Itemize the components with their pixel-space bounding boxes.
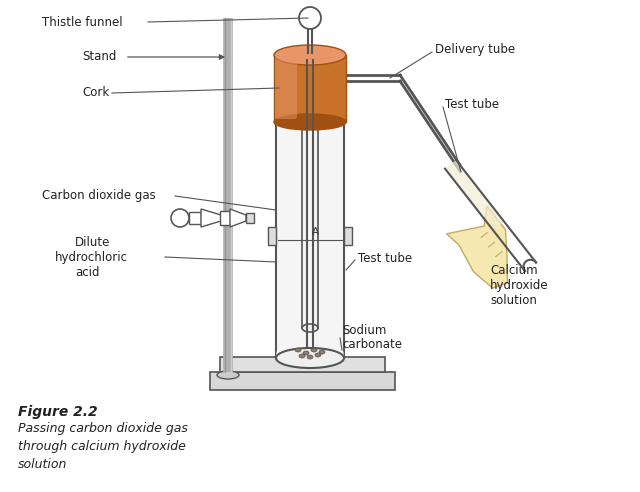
Text: through calcium hydroxide: through calcium hydroxide [18,440,186,453]
Text: Delivery tube: Delivery tube [435,43,515,57]
FancyBboxPatch shape [210,372,395,390]
Polygon shape [230,209,246,227]
FancyBboxPatch shape [268,227,276,245]
Text: Thistle funnel: Thistle funnel [42,16,123,29]
Text: hydroxide: hydroxide [490,278,548,291]
Circle shape [171,209,189,227]
Text: acid: acid [75,266,99,278]
Text: Sodium: Sodium [342,324,387,337]
FancyBboxPatch shape [274,55,346,122]
Text: hydrochloric: hydrochloric [55,250,128,264]
Text: A: A [312,227,319,237]
Polygon shape [201,209,221,227]
FancyBboxPatch shape [275,56,297,119]
Ellipse shape [303,351,309,355]
FancyBboxPatch shape [344,227,352,245]
Text: Calcium: Calcium [490,264,538,277]
Text: Figure 2.2: Figure 2.2 [18,405,98,419]
Text: Test tube: Test tube [358,251,412,265]
Ellipse shape [276,113,344,127]
Polygon shape [445,160,504,230]
Ellipse shape [274,45,346,65]
Text: Passing carbon dioxide gas: Passing carbon dioxide gas [18,422,188,435]
Ellipse shape [276,348,344,368]
Text: Stand: Stand [82,51,116,63]
Polygon shape [447,206,508,288]
Ellipse shape [217,371,239,379]
FancyBboxPatch shape [189,212,201,224]
Text: solution: solution [18,458,67,471]
Text: Carbon dioxide gas: Carbon dioxide gas [42,189,156,203]
Ellipse shape [299,354,305,358]
Ellipse shape [315,353,321,357]
Ellipse shape [274,114,346,130]
Text: Cork: Cork [82,87,109,99]
FancyBboxPatch shape [220,357,385,372]
Wedge shape [276,324,344,358]
Ellipse shape [295,348,301,352]
Text: Dilute: Dilute [75,236,110,248]
Ellipse shape [311,348,317,352]
Text: solution: solution [490,294,537,307]
Ellipse shape [302,324,318,332]
FancyBboxPatch shape [220,211,230,225]
Ellipse shape [307,355,313,359]
Text: carbonate: carbonate [342,338,402,351]
Circle shape [299,7,321,29]
Text: Test tube: Test tube [445,98,499,112]
Ellipse shape [319,350,325,354]
FancyBboxPatch shape [246,213,254,223]
FancyBboxPatch shape [276,120,344,358]
